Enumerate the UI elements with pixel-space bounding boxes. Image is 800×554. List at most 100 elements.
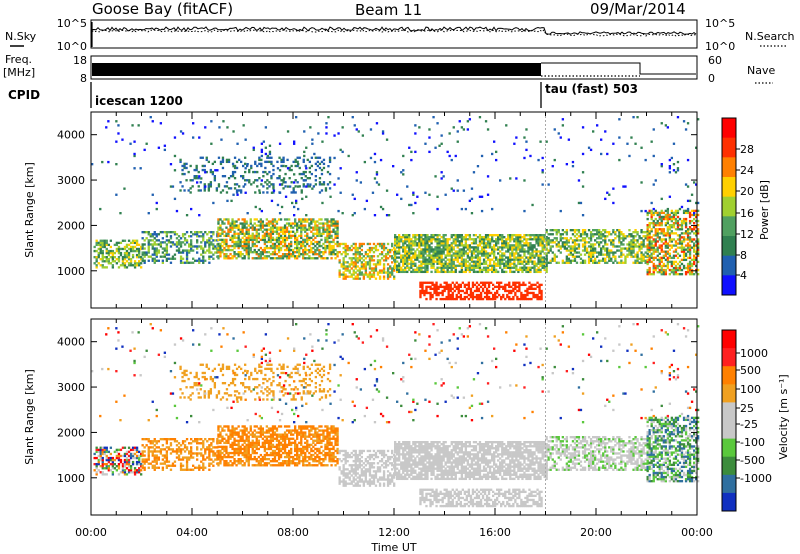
power-cell <box>179 181 182 184</box>
power-cell <box>356 269 359 272</box>
power-cell <box>334 257 337 260</box>
power-cell <box>296 246 299 250</box>
power-cell <box>209 181 213 184</box>
power-cell <box>352 257 355 260</box>
velocity-cell <box>125 467 129 470</box>
power-cell <box>414 254 417 257</box>
power-cell <box>662 215 666 219</box>
power-cell <box>400 236 403 239</box>
power-cell <box>418 254 421 257</box>
velocity-cell <box>141 460 144 463</box>
power-cell <box>198 259 201 262</box>
power-cell <box>680 228 684 231</box>
power-cell <box>545 270 548 274</box>
power-cell <box>571 160 575 164</box>
power-cell <box>440 240 443 243</box>
power-cell <box>298 255 301 258</box>
power-cell <box>494 285 497 289</box>
power-cell <box>410 203 413 207</box>
power-cell <box>231 257 234 260</box>
power-cell <box>310 218 313 221</box>
power-cell <box>618 229 621 232</box>
power-cell <box>497 236 500 239</box>
power-cell <box>539 250 542 253</box>
power-cell <box>497 260 500 263</box>
power-cell <box>105 243 108 247</box>
power-cell <box>131 245 135 249</box>
power-cell <box>495 238 498 241</box>
power-cell <box>121 247 125 251</box>
power-cell <box>237 253 240 256</box>
power-cell <box>435 283 438 287</box>
power-cell <box>360 257 364 260</box>
power-cell <box>223 248 226 252</box>
velocity-cell <box>117 458 121 462</box>
power-cell <box>465 283 469 287</box>
power-cell <box>478 266 482 269</box>
power-cell <box>336 222 339 225</box>
velocity-cell <box>147 446 150 449</box>
power-cell <box>223 234 226 238</box>
power-cell <box>314 222 317 225</box>
power-cell <box>480 195 484 198</box>
power-cell <box>668 165 672 168</box>
power-cell <box>210 235 213 238</box>
power-cell <box>539 260 542 263</box>
power-cell <box>344 273 347 276</box>
power-cell <box>668 240 672 243</box>
power-cell <box>452 266 455 269</box>
power-cell <box>678 207 682 211</box>
power-cell <box>245 240 248 244</box>
power-cell <box>658 236 661 239</box>
power-cell <box>420 238 423 241</box>
power-cell <box>259 246 263 250</box>
power-cell <box>147 251 150 254</box>
power-cell <box>298 218 301 221</box>
power-cell <box>344 242 347 246</box>
power-cell <box>664 246 668 249</box>
power-cell <box>608 257 611 260</box>
power-cell <box>660 217 663 221</box>
power-cell <box>515 240 518 243</box>
power-cell <box>265 224 269 227</box>
power-cell <box>155 249 158 252</box>
power-cell <box>193 177 196 180</box>
power-cell <box>518 285 521 289</box>
velocity-cell <box>141 444 144 447</box>
power-cell <box>356 275 359 278</box>
power-cell <box>561 259 565 262</box>
power-cell <box>475 285 479 289</box>
power-cell <box>408 146 411 149</box>
power-cell <box>488 254 492 257</box>
power-cell <box>695 250 698 253</box>
power-cell <box>448 266 451 269</box>
power-cell <box>575 239 579 242</box>
power-cell <box>654 244 657 247</box>
power-cell <box>295 201 298 205</box>
power-cell <box>123 262 127 265</box>
power-cell <box>231 228 234 231</box>
velocity-cell <box>107 460 111 464</box>
power-cell <box>654 238 657 241</box>
power-cell <box>424 264 427 267</box>
power-cell <box>430 238 433 241</box>
power-cell <box>482 268 486 272</box>
power-cell <box>257 240 261 244</box>
power-cell <box>183 261 187 264</box>
power-cell <box>567 241 571 244</box>
power-cell <box>205 158 208 162</box>
power-cell <box>328 226 331 229</box>
power-cell <box>288 230 291 233</box>
power-cell <box>445 287 448 291</box>
power-cell <box>684 271 688 274</box>
power-cell <box>551 259 554 262</box>
power-cell <box>452 258 455 261</box>
power-cell <box>290 224 293 227</box>
power-cell <box>173 231 177 234</box>
velocity-cell <box>149 462 152 465</box>
power-cell <box>382 244 386 248</box>
power-cell <box>269 257 273 260</box>
freq-left-tick-bottom: 8 <box>80 72 87 85</box>
power-cell <box>522 295 525 299</box>
power-cell <box>429 285 432 289</box>
